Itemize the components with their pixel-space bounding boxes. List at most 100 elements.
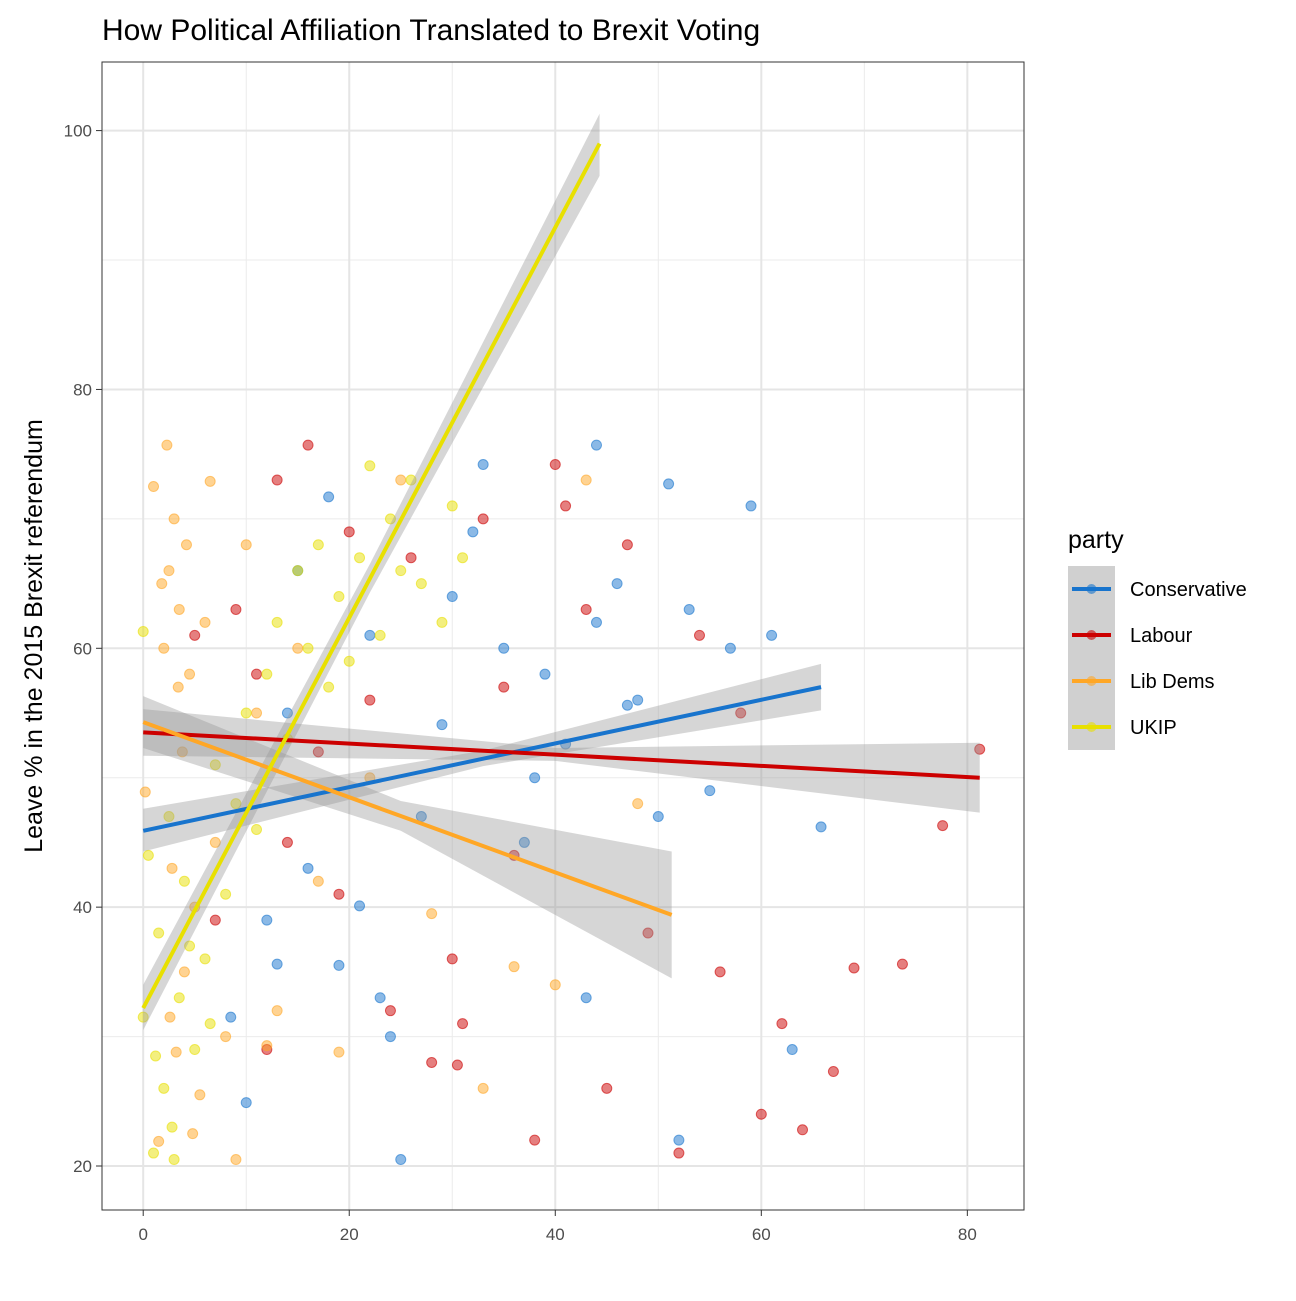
point <box>333 1046 345 1058</box>
point <box>827 1066 839 1078</box>
legend-dot <box>1086 676 1097 686</box>
y-tick-label: 60 <box>73 639 92 658</box>
point <box>642 927 654 939</box>
point <box>292 642 304 654</box>
y-tick-label: 40 <box>73 898 92 917</box>
point <box>184 940 196 952</box>
point <box>415 578 427 590</box>
point <box>251 823 263 835</box>
plot-background <box>102 62 1024 1210</box>
point <box>364 629 376 641</box>
point <box>199 616 211 628</box>
point <box>230 1154 242 1166</box>
point <box>148 1147 160 1159</box>
point <box>673 1134 685 1146</box>
point <box>343 526 355 538</box>
point <box>405 474 417 486</box>
point <box>168 513 180 525</box>
point <box>180 539 192 551</box>
trend-line <box>142 685 822 833</box>
point <box>896 958 908 970</box>
point <box>302 439 314 451</box>
point <box>693 629 705 641</box>
point <box>333 959 345 971</box>
point <box>178 966 190 978</box>
point <box>178 875 190 887</box>
point <box>395 565 407 577</box>
point <box>240 707 252 719</box>
point <box>189 629 201 641</box>
point <box>281 836 293 848</box>
point <box>189 1044 201 1056</box>
point <box>529 772 541 784</box>
point <box>271 1005 283 1017</box>
legend-label: UKIP <box>1130 717 1177 739</box>
point <box>451 1059 463 1071</box>
confidence-band <box>143 709 980 813</box>
point <box>139 786 151 798</box>
point <box>166 1121 178 1133</box>
x-tick-label: 60 <box>752 1225 771 1244</box>
point <box>364 694 376 706</box>
point <box>261 668 273 680</box>
point <box>632 798 644 810</box>
x-tick-label: 0 <box>138 1225 147 1244</box>
point <box>549 979 561 991</box>
point <box>498 681 510 693</box>
point <box>194 1089 206 1101</box>
point <box>632 694 644 706</box>
chart-title: How Political Affiliation Translated to … <box>102 14 760 47</box>
point <box>220 888 232 900</box>
point <box>529 1134 541 1146</box>
point <box>158 1082 170 1094</box>
point <box>724 642 736 654</box>
point <box>714 966 726 978</box>
point <box>209 836 221 848</box>
point <box>302 642 314 654</box>
legend-label: Labour <box>1130 625 1193 647</box>
point <box>621 699 633 711</box>
point <box>153 1135 165 1147</box>
point <box>426 908 438 920</box>
point <box>142 849 154 861</box>
point <box>395 1154 407 1166</box>
point <box>539 668 551 680</box>
point <box>755 1108 767 1120</box>
point <box>652 811 664 823</box>
point <box>230 603 242 615</box>
legend-label: Conservative <box>1130 579 1247 601</box>
point <box>163 565 175 577</box>
point <box>580 603 592 615</box>
point <box>590 439 602 451</box>
point <box>683 603 695 615</box>
point <box>786 1044 798 1056</box>
point <box>405 552 417 564</box>
point <box>426 1056 438 1068</box>
point <box>508 961 520 973</box>
point <box>354 900 366 912</box>
point <box>323 491 335 503</box>
point <box>477 513 489 525</box>
point <box>848 962 860 974</box>
point <box>364 460 376 472</box>
point <box>220 1031 232 1043</box>
y-axis-label: Leave % in the 2015 Brexit referendum <box>20 419 48 853</box>
point <box>240 1097 252 1109</box>
point <box>343 655 355 667</box>
point <box>333 591 345 603</box>
point <box>150 1050 162 1062</box>
point <box>498 642 510 654</box>
point <box>446 500 458 512</box>
point <box>395 474 407 486</box>
point <box>153 927 165 939</box>
point <box>230 798 242 810</box>
point <box>745 500 757 512</box>
point <box>467 526 479 538</box>
point <box>354 552 366 564</box>
point <box>937 820 949 832</box>
y-tick-label: 80 <box>73 380 92 399</box>
point <box>580 474 592 486</box>
point <box>560 500 572 512</box>
point <box>158 642 170 654</box>
